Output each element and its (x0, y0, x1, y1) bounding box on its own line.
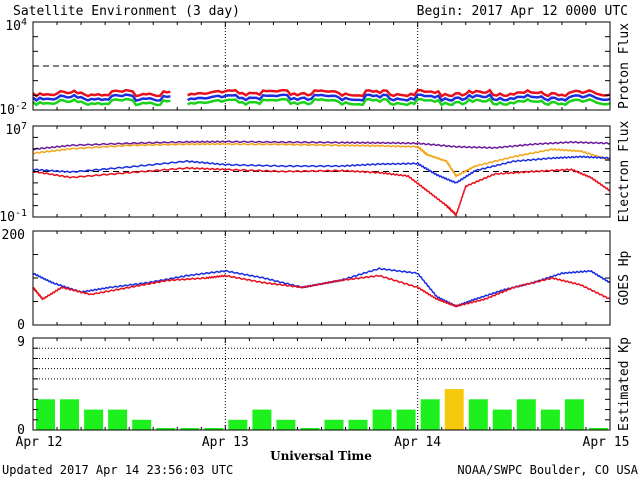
kp-bar (324, 419, 344, 430)
series-line-blue (32, 155, 611, 184)
x-tick-label: Apr 12 (16, 435, 63, 450)
y-axis-label: Proton Flux (617, 23, 632, 109)
kp-bar (589, 428, 608, 430)
kp-bar (564, 399, 584, 430)
kp-bar (444, 389, 464, 430)
kp-bar (300, 428, 320, 430)
begin-time: Begin: 2017 Apr 12 0000 UTC (417, 4, 628, 19)
kp-bar (36, 399, 55, 430)
x-tick-label: Apr 14 (394, 435, 441, 450)
panel-frame (32, 230, 611, 326)
kp-bar (468, 399, 488, 430)
series-line-orange (32, 142, 611, 179)
series-line-blue (32, 267, 611, 308)
kp-bar (180, 428, 200, 430)
y-tick-label-exponent: -2 (15, 101, 27, 112)
series-line-red (32, 166, 611, 218)
series-line-green (32, 97, 611, 107)
kp-bar (84, 409, 104, 430)
y-tick-label: 200 (2, 228, 25, 243)
kp-bar (60, 399, 79, 430)
kp-bar (204, 428, 224, 430)
kp-bar (516, 399, 536, 430)
kp-bar (492, 409, 512, 430)
panel-kp: 9 0 Estimated Kp (17, 335, 632, 438)
kp-bar (420, 399, 440, 430)
kp-bar (372, 409, 392, 430)
y-tick-label: 107 (5, 121, 27, 138)
credit: NOAA/SWPC Boulder, CO USA (457, 463, 638, 477)
kp-bar (108, 409, 128, 430)
y-tick-label-base: 10 (5, 123, 21, 138)
y-tick-label: 9 (17, 335, 25, 350)
series-line-purple (32, 140, 611, 151)
kp-bar (132, 419, 152, 430)
series-line-red (32, 88, 611, 98)
kp-bar (228, 419, 248, 430)
kp-bar (348, 419, 368, 430)
y-tick-label-base: 10 (0, 210, 15, 225)
x-tick-label: Apr 15 (583, 435, 630, 450)
y-tick-label: 10-2 (0, 101, 27, 118)
y-tick-label: 10-1 (0, 208, 27, 225)
x-axis-label: Universal Time (270, 449, 372, 463)
chart-title: Satellite Environment (3 day) (13, 4, 240, 19)
panel-goes_hp: 200 0 GOES Hp (2, 228, 632, 333)
y-tick-label: 0 (17, 318, 25, 333)
y-tick-label-exponent: 7 (21, 121, 27, 132)
kp-bar (276, 419, 296, 430)
y-axis-label: Estimated Kp (617, 337, 632, 431)
updated-time: Updated 2017 Apr 14 23:56:03 UTC (2, 463, 233, 477)
y-tick-label-exponent: -1 (15, 208, 27, 219)
series-line-blue (32, 93, 611, 103)
x-tick-label: Apr 13 (202, 435, 249, 450)
y-tick-label: 0 (17, 423, 25, 438)
y-axis-label: GOES Hp (617, 250, 632, 305)
kp-bar (156, 428, 176, 430)
y-tick-label: 104 (5, 17, 27, 34)
kp-bar (396, 409, 416, 430)
y-tick-label-base: 10 (0, 103, 15, 118)
y-axis-label: Electron Flux (617, 120, 632, 222)
kp-bar (252, 409, 272, 430)
y-tick-label-base: 10 (5, 19, 21, 34)
kp-bar (540, 409, 560, 430)
series-line-red (32, 273, 611, 308)
y-tick-label-exponent: 4 (21, 17, 27, 28)
